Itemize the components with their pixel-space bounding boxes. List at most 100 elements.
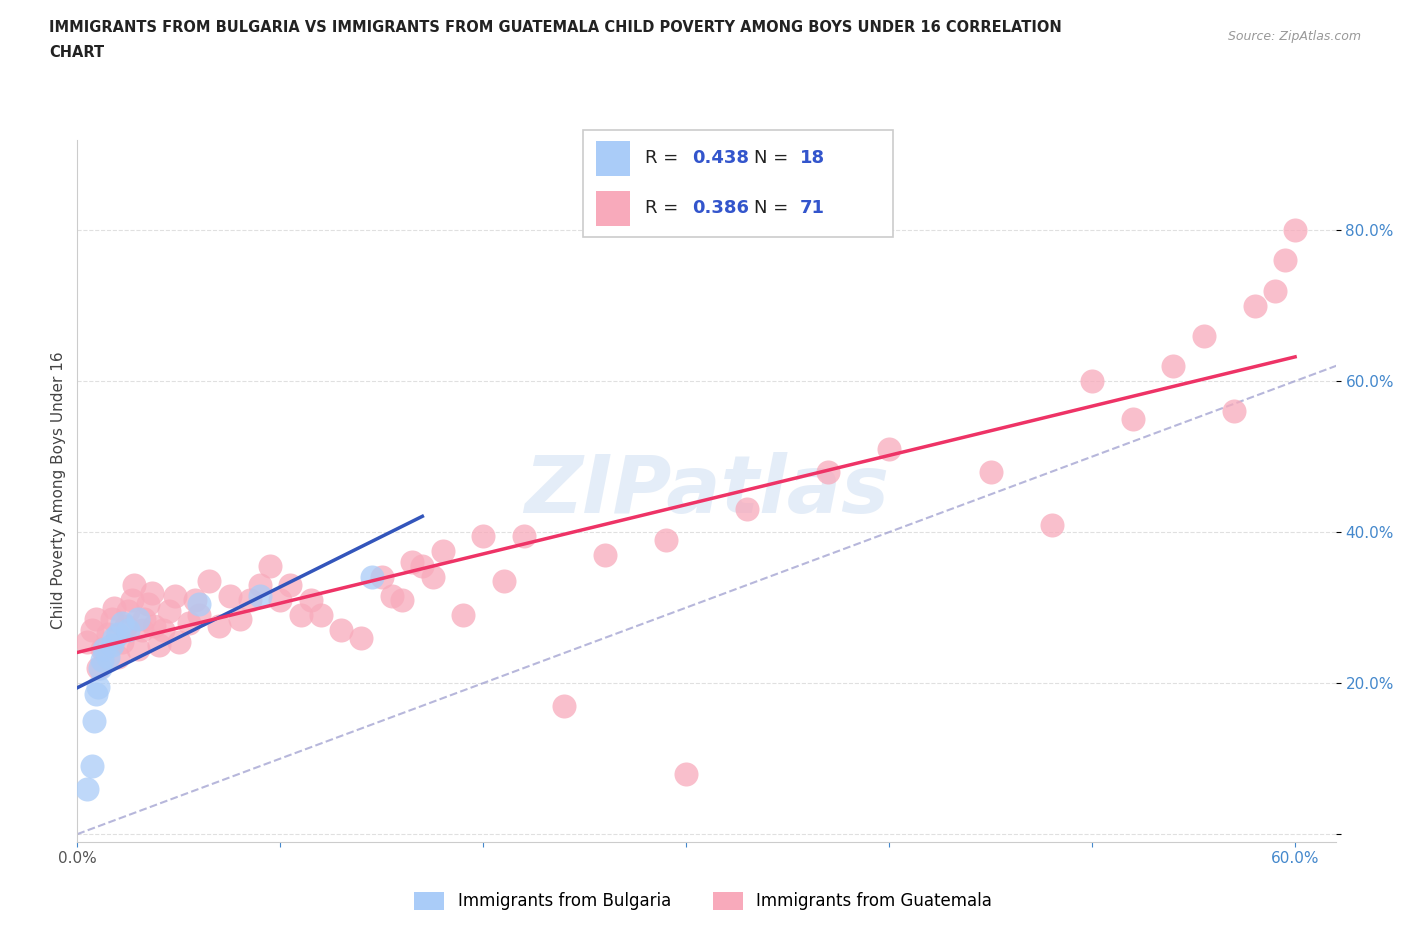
Point bbox=[593, 548, 616, 563]
Point bbox=[381, 589, 404, 604]
Point bbox=[148, 638, 170, 653]
Point bbox=[228, 612, 250, 627]
Point bbox=[451, 607, 474, 622]
Point bbox=[184, 592, 207, 607]
Point bbox=[360, 570, 382, 585]
Point bbox=[432, 543, 454, 558]
Legend: Immigrants from Bulgaria, Immigrants from Guatemala: Immigrants from Bulgaria, Immigrants fro… bbox=[408, 885, 998, 917]
Text: N =: N = bbox=[754, 149, 793, 167]
Text: 71: 71 bbox=[800, 199, 825, 218]
Text: IMMIGRANTS FROM BULGARIA VS IMMIGRANTS FROM GUATEMALA CHILD POVERTY AMONG BOYS U: IMMIGRANTS FROM BULGARIA VS IMMIGRANTS F… bbox=[49, 20, 1062, 35]
Point bbox=[117, 623, 139, 638]
Point bbox=[101, 638, 124, 653]
Point bbox=[1243, 299, 1265, 313]
Point bbox=[1122, 411, 1144, 426]
Point bbox=[1163, 359, 1185, 374]
Point bbox=[127, 612, 149, 627]
Point bbox=[371, 570, 394, 585]
Point bbox=[76, 781, 98, 796]
Point bbox=[111, 634, 134, 649]
Point bbox=[111, 616, 134, 631]
Text: R =: R = bbox=[645, 149, 685, 167]
Y-axis label: Child Poverty Among Boys Under 16: Child Poverty Among Boys Under 16 bbox=[51, 352, 66, 630]
Point bbox=[121, 592, 143, 607]
Point bbox=[198, 574, 221, 589]
Point bbox=[143, 619, 166, 634]
Point bbox=[299, 592, 322, 607]
Point bbox=[1223, 404, 1246, 418]
Point bbox=[1264, 283, 1286, 298]
Bar bbox=[596, 192, 630, 227]
Point bbox=[84, 612, 107, 627]
Point bbox=[117, 604, 139, 618]
Text: 0.386: 0.386 bbox=[692, 199, 749, 218]
Point bbox=[103, 600, 125, 615]
Point bbox=[127, 642, 149, 657]
Point bbox=[1274, 253, 1296, 268]
Point bbox=[1040, 517, 1063, 532]
Point bbox=[401, 555, 423, 570]
Point bbox=[188, 596, 211, 611]
Point bbox=[1081, 374, 1104, 389]
Point bbox=[422, 570, 444, 585]
Point bbox=[97, 627, 120, 642]
Point bbox=[188, 607, 211, 622]
Point bbox=[239, 592, 262, 607]
Point bbox=[103, 631, 125, 645]
Point bbox=[101, 612, 124, 627]
Point bbox=[115, 619, 138, 634]
Text: 0.438: 0.438 bbox=[692, 149, 749, 167]
Point bbox=[93, 642, 115, 657]
FancyBboxPatch shape bbox=[583, 130, 893, 237]
Point bbox=[249, 589, 271, 604]
Point bbox=[80, 623, 103, 638]
Point bbox=[259, 559, 281, 574]
Text: ZIPatlas: ZIPatlas bbox=[524, 452, 889, 529]
Point bbox=[350, 631, 373, 645]
Point bbox=[1284, 222, 1306, 237]
Point bbox=[208, 619, 231, 634]
Text: N =: N = bbox=[754, 199, 793, 218]
Point bbox=[290, 607, 312, 622]
Point bbox=[280, 578, 302, 592]
Point bbox=[218, 589, 240, 604]
Point bbox=[152, 623, 174, 638]
Text: CHART: CHART bbox=[49, 45, 104, 60]
Point bbox=[735, 502, 758, 517]
Point bbox=[513, 528, 536, 543]
Point bbox=[86, 680, 108, 695]
Point bbox=[83, 713, 105, 728]
Point bbox=[141, 585, 163, 600]
Point bbox=[86, 660, 108, 675]
Point bbox=[472, 528, 495, 543]
Point bbox=[817, 464, 839, 479]
Text: R =: R = bbox=[645, 199, 685, 218]
Point bbox=[90, 642, 112, 657]
Point bbox=[877, 442, 900, 457]
Point bbox=[309, 607, 332, 622]
Text: 18: 18 bbox=[800, 149, 825, 167]
Point bbox=[167, 634, 190, 649]
Text: Source: ZipAtlas.com: Source: ZipAtlas.com bbox=[1227, 30, 1361, 43]
Point bbox=[163, 589, 186, 604]
Point bbox=[84, 687, 107, 702]
Point bbox=[675, 766, 697, 781]
Point bbox=[107, 627, 129, 642]
Point bbox=[249, 578, 271, 592]
Point bbox=[97, 649, 120, 664]
Point bbox=[131, 623, 153, 638]
Point bbox=[122, 578, 145, 592]
Point bbox=[157, 604, 180, 618]
Point bbox=[76, 634, 98, 649]
Point bbox=[553, 698, 575, 713]
Point bbox=[269, 592, 291, 607]
Point bbox=[492, 574, 515, 589]
Point bbox=[80, 759, 103, 774]
Point bbox=[980, 464, 1002, 479]
Bar bbox=[596, 141, 630, 176]
Point bbox=[177, 616, 200, 631]
Point bbox=[89, 660, 111, 675]
Point bbox=[1192, 328, 1215, 343]
Point bbox=[655, 532, 678, 547]
Point bbox=[107, 649, 129, 664]
